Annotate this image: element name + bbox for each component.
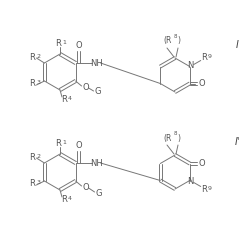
- Text: 3: 3: [36, 180, 41, 185]
- Text: NH: NH: [90, 58, 103, 68]
- Text: 8: 8: [174, 34, 178, 39]
- Text: R: R: [55, 40, 61, 48]
- Text: O: O: [198, 79, 205, 88]
- Text: 1: 1: [62, 40, 66, 45]
- Text: R: R: [61, 196, 67, 204]
- Text: R: R: [29, 180, 35, 188]
- Text: O: O: [82, 182, 89, 192]
- Text: ): ): [178, 36, 181, 46]
- Text: I: I: [236, 40, 238, 50]
- Text: R: R: [201, 185, 207, 194]
- Text: O: O: [82, 82, 89, 92]
- Text: R: R: [55, 140, 61, 148]
- Text: 4: 4: [68, 196, 72, 201]
- Text: 8: 8: [174, 131, 178, 136]
- Text: R: R: [29, 54, 35, 62]
- Text: R: R: [61, 96, 67, 104]
- Text: N: N: [187, 177, 194, 186]
- Text: 9: 9: [208, 54, 212, 59]
- Text: N: N: [187, 61, 194, 70]
- Text: R: R: [201, 53, 207, 62]
- Text: 2: 2: [36, 154, 41, 159]
- Text: G: G: [94, 88, 101, 96]
- Text: 9: 9: [208, 186, 212, 190]
- Text: R: R: [29, 80, 35, 88]
- Text: I': I': [234, 137, 240, 147]
- Text: O: O: [75, 40, 82, 50]
- Text: R: R: [29, 154, 35, 162]
- Text: 3: 3: [36, 80, 41, 85]
- Text: NH: NH: [90, 158, 103, 168]
- Text: G: G: [95, 188, 102, 198]
- Text: (R: (R: [164, 36, 172, 46]
- Text: (R: (R: [164, 134, 172, 142]
- Text: 2: 2: [36, 54, 41, 59]
- Text: O: O: [75, 140, 82, 149]
- Text: 4: 4: [68, 96, 72, 101]
- Text: O: O: [198, 159, 205, 168]
- Text: 1: 1: [62, 140, 66, 145]
- Text: ): ): [178, 134, 181, 142]
